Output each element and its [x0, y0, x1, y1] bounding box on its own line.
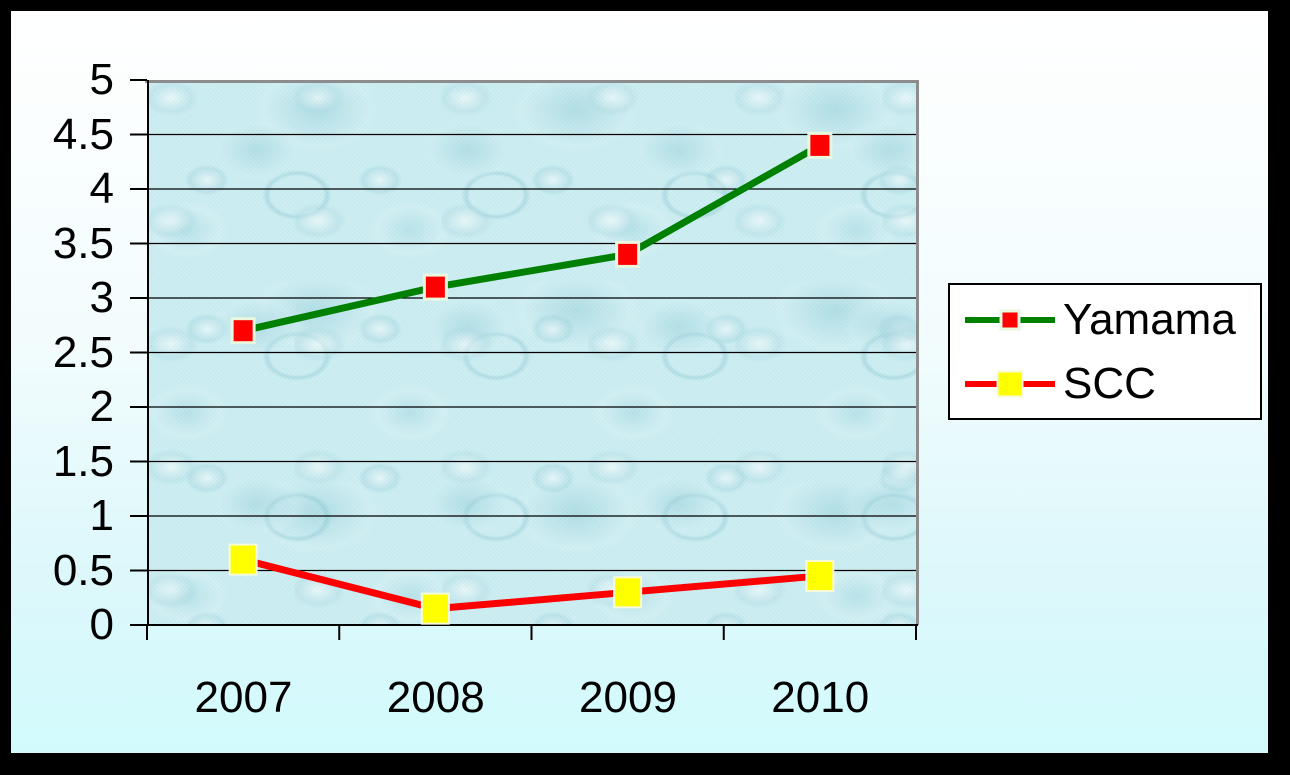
y-tick-label: 5 [89, 55, 114, 104]
x-tick-label: 2008 [386, 673, 485, 722]
plot-area [147, 80, 917, 626]
legend-swatch [965, 366, 1055, 402]
legend-marker-sample [999, 309, 1021, 330]
y-tick-label: 0.5 [52, 545, 114, 595]
y-tick-label: 1 [89, 491, 114, 540]
x-tick-label: 2007 [194, 673, 293, 722]
y-tick-label: 4 [89, 164, 114, 213]
y-tick-label: 2.5 [52, 327, 114, 377]
legend-entry-scc: SCC [965, 359, 1260, 408]
legend-entry-yamama: Yamama [965, 295, 1260, 344]
chart-canvas: 5 4.5 4 3.5 3 2.5 2 1.5 1 0.5 0 2007 2008 2009 2010 Y… [10, 10, 1269, 754]
legend-box: Yamama SCC [948, 283, 1262, 420]
legend-marker-sample [996, 370, 1024, 397]
y-tick-label: 3.5 [52, 218, 114, 268]
legend-label: Yamama [1063, 294, 1236, 344]
legend-label: SCC [1063, 358, 1156, 408]
y-tick-label: 0 [89, 600, 114, 649]
y-tick-label: 3 [89, 273, 114, 322]
x-tick-label: 2009 [579, 673, 677, 722]
y-tick-label: 2 [89, 382, 114, 431]
x-tick-label: 2010 [771, 673, 870, 722]
legend-swatch [965, 302, 1055, 338]
y-tick-label: 4.5 [52, 109, 114, 159]
y-tick-label: 1.5 [52, 436, 114, 486]
